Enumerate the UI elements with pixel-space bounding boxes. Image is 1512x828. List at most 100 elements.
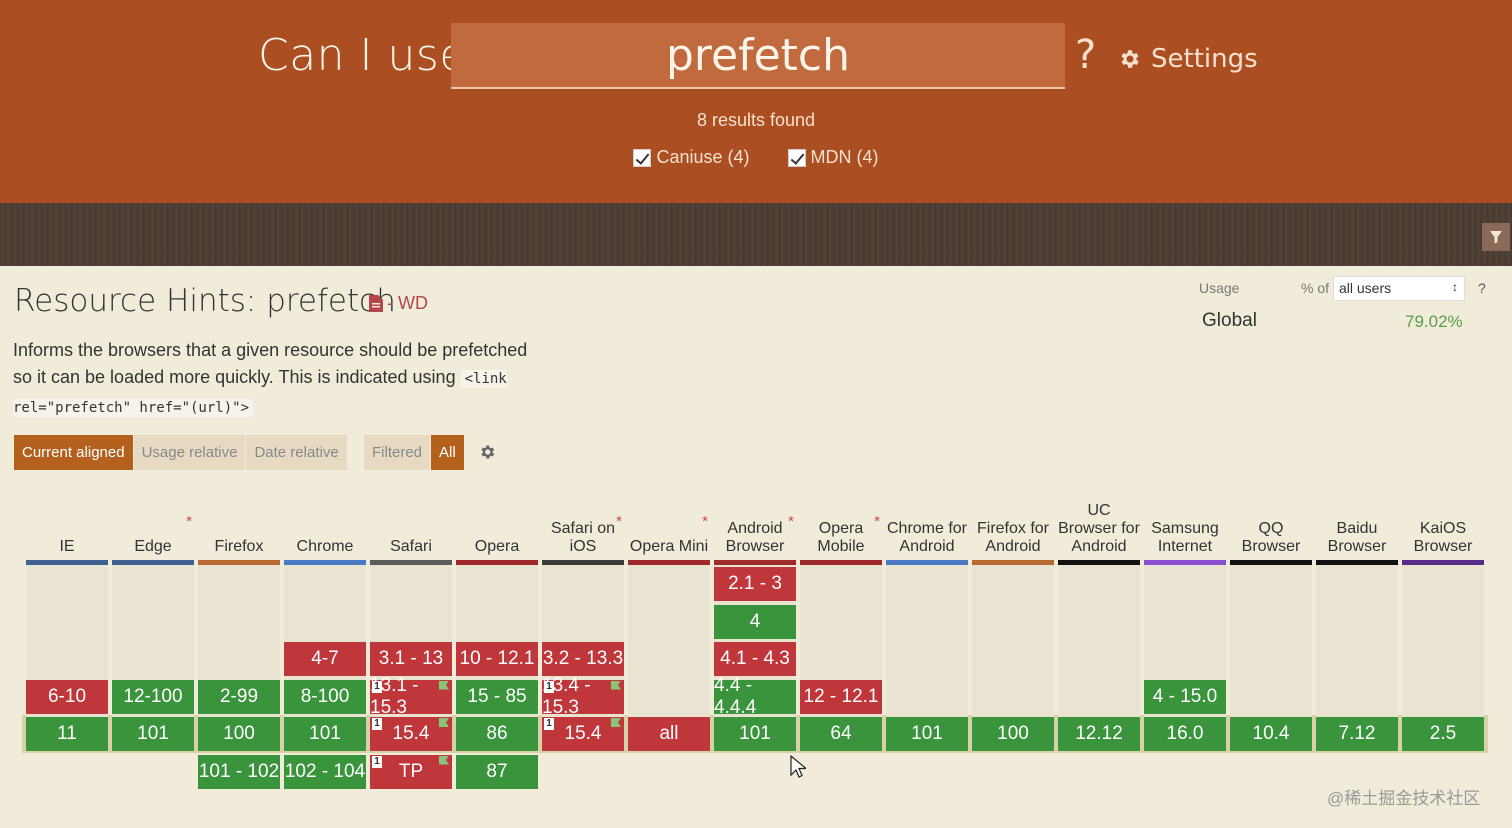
browser-header[interactable]: Opera [456,478,538,560]
view-current-aligned-button[interactable]: Current aligned [14,435,134,470]
flag-icon [439,680,449,690]
support-cell[interactable]: 101 [112,717,194,751]
browser-header[interactable]: KaiOS Browser [1402,478,1484,560]
version-label: 15.4 [392,723,430,744]
filtered-button[interactable]: Filtered [364,435,432,470]
support-cell[interactable]: 1 13.4 - 15.3 [542,675,624,718]
all-button[interactable]: All [431,435,465,470]
pct-of-label: % of [1301,280,1330,296]
support-cell[interactable]: 16.0 [1144,717,1226,751]
support-cell[interactable]: 15 - 85 [456,679,538,714]
browser-header[interactable]: Opera Mini * [628,478,710,560]
site-brand[interactable]: Can I use [258,30,467,81]
support-cell[interactable]: 4.1 - 4.3 [714,642,796,676]
support-cell[interactable]: 86 [456,717,538,751]
browser-header[interactable]: Opera Mobile * [800,478,882,560]
support-cell[interactable]: 10 - 12.1 [456,642,538,676]
support-cell[interactable]: 6-10 [26,679,108,714]
view-date-relative-button[interactable]: Date relative [246,435,348,470]
version-label: 4-7 [311,648,339,669]
checkbox-icon[interactable] [787,148,806,167]
browser-color-bar [1316,560,1398,565]
support-cell[interactable]: 87 [456,754,538,789]
support-cell[interactable]: 12 - 12.1 [800,679,882,714]
browser-name: Firefox [214,538,264,555]
filter-mode-group: Filtered All [364,435,465,470]
support-cell[interactable]: 2.5 [1402,717,1484,751]
users-select[interactable]: all users [1333,276,1465,301]
filter-mdn[interactable]: MDN (4) [787,147,879,168]
browser-header[interactable]: IE [26,478,108,560]
browser-header[interactable]: Chrome for Android [886,478,968,560]
footnote-icon: 1 [544,718,554,730]
version-label: 100 [223,723,255,744]
support-cell[interactable]: 12-100 [112,679,194,714]
browser-header[interactable]: Firefox [198,478,280,560]
version-label: 4 [749,610,761,632]
filter-toggle-button[interactable] [1482,223,1510,251]
usage-help-link[interactable]: ? [1478,280,1486,296]
version-label: 101 [309,723,341,744]
browser-header[interactable]: Chrome [284,478,366,560]
support-cell[interactable]: 1 15.4 [542,717,624,751]
settings-button[interactable]: Settings [1117,44,1258,74]
browser-color-bar [284,560,366,565]
support-cell[interactable]: 101 [886,717,968,751]
browser-header[interactable]: Safari on iOS * [542,478,624,560]
browser-header[interactable]: Firefox for Android [972,478,1054,560]
support-cell[interactable]: 4.4 - 4.4.4 [714,675,796,718]
browser-header[interactable]: Edge * [112,478,194,560]
browser-name: IE [59,538,75,555]
support-cell[interactable]: 3.2 - 13.3 [542,642,624,676]
filter-caniuse[interactable]: Caniuse (4) [633,147,750,168]
support-cell[interactable]: 101 - 102 [198,754,280,789]
support-cell[interactable]: 100 [972,717,1054,751]
browser-header[interactable]: QQ Browser [1230,478,1312,560]
support-cell[interactable]: 101 [714,717,796,751]
flag-icon [611,718,621,727]
support-cell[interactable]: 4 [714,604,796,639]
support-cell[interactable]: 10.4 [1230,717,1312,751]
flag-icon [439,718,449,727]
support-cell[interactable]: 102 - 104 [284,754,366,789]
help-link[interactable]: ? [1075,32,1097,78]
browser-name: UC Browser for Android [1058,502,1140,555]
version-label: all [659,723,679,744]
support-cell[interactable]: 11 [26,717,108,751]
support-cell[interactable]: all [628,717,710,751]
support-cell[interactable]: 1 15.4 [370,717,452,751]
view-usage-relative-button[interactable]: Usage relative [133,435,247,470]
support-cell[interactable]: 64 [800,717,882,751]
support-cell[interactable]: 3.1 - 13 [370,642,452,676]
browser-header[interactable]: Android Browser * [714,478,796,560]
support-cell[interactable]: 8-100 [284,679,366,714]
support-cell[interactable]: 2-99 [198,679,280,714]
browser-color-bar [1144,560,1226,565]
checkbox-icon[interactable] [633,148,652,167]
browser-color-bar [198,560,280,565]
spec-status[interactable]: - WD [369,293,428,314]
search-input[interactable] [451,23,1065,89]
browser-color-bar [628,560,710,565]
browser-color-bar [112,560,194,565]
browser-header[interactable]: Safari [370,478,452,560]
support-cell[interactable]: 4 - 15.0 [1144,679,1226,714]
version-label: 2.1 - 3 [728,573,782,594]
support-cell[interactable]: 12.12 [1058,717,1140,751]
browser-header[interactable]: UC Browser for Android [1058,478,1140,560]
support-cell[interactable]: 2.1 - 3 [714,567,796,601]
support-cell[interactable]: 4-7 [284,642,366,676]
browser-header[interactable]: Samsung Internet [1144,478,1226,560]
support-cell[interactable]: 101 [284,717,366,751]
browser-column-bg [1230,565,1312,733]
version-label: 12.12 [1075,723,1123,744]
support-cell[interactable]: 100 [198,717,280,751]
version-label: 86 [486,723,508,744]
gear-icon[interactable] [478,443,496,461]
browser-header[interactable]: Baidu Browser [1316,478,1398,560]
support-cell[interactable]: 1 13.1 - 15.3 [370,675,452,718]
support-cell[interactable]: 7.12 [1316,717,1398,751]
version-label: 4 - 15.0 [1152,685,1218,707]
support-cell[interactable]: 1 TP [370,754,452,789]
version-label: 2-99 [219,685,259,707]
